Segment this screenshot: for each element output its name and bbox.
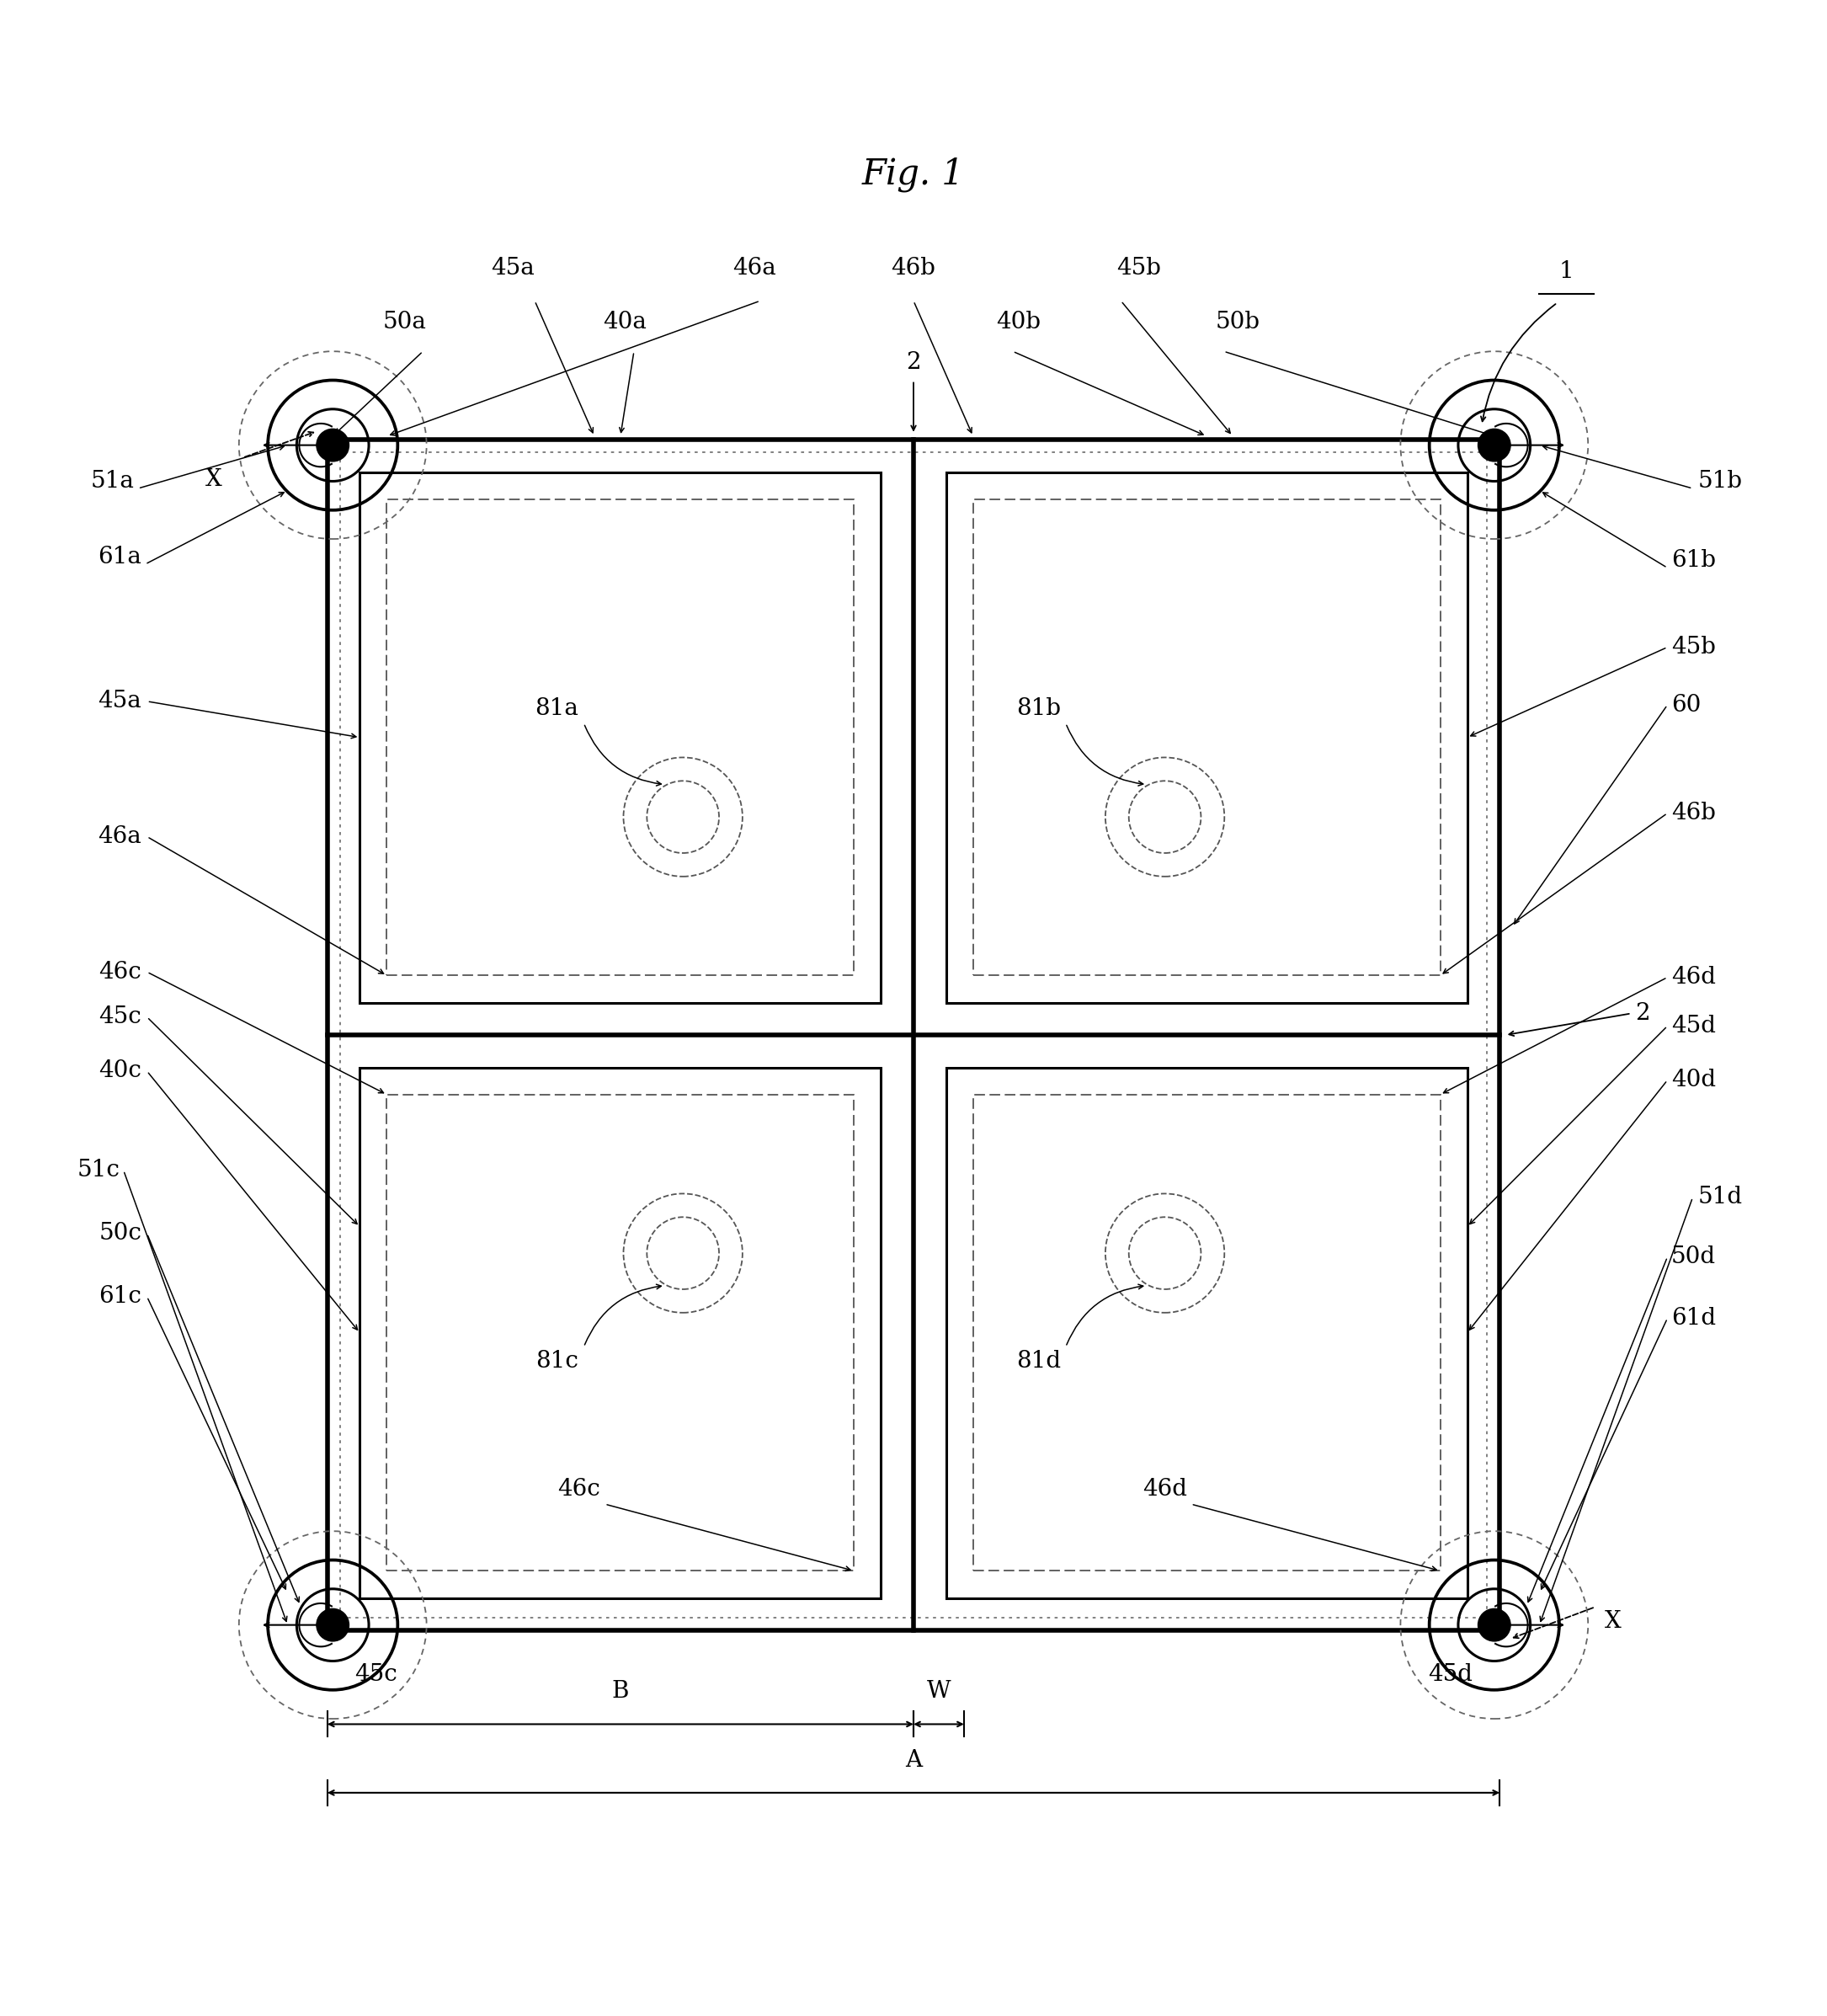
Bar [360, 472, 881, 1002]
Text: 40b: 40b [996, 310, 1040, 335]
Text: 46d: 46d [1672, 966, 1716, 988]
Bar [360, 1068, 881, 1599]
Text: 45b: 45b [1672, 635, 1716, 659]
Bar [974, 1095, 1440, 1570]
Bar [387, 1095, 853, 1570]
Text: 2: 2 [1635, 1002, 1650, 1024]
Text: 50b: 50b [1215, 310, 1261, 335]
Text: 81d: 81d [1016, 1351, 1061, 1373]
Text: 40d: 40d [1672, 1068, 1716, 1091]
Bar [327, 439, 1500, 1631]
Text: 45d: 45d [1429, 1663, 1473, 1685]
Text: 61c: 61c [99, 1286, 141, 1308]
Text: 46b: 46b [892, 256, 935, 280]
Circle shape [1478, 1609, 1511, 1641]
Text: 81a: 81a [535, 698, 579, 720]
Text: 51a: 51a [91, 470, 135, 492]
Text: 2: 2 [906, 351, 921, 373]
Text: 46c: 46c [557, 1478, 599, 1502]
Circle shape [1478, 429, 1511, 462]
Text: 46c: 46c [99, 960, 141, 984]
Text: 45a: 45a [99, 689, 141, 714]
Text: 40a: 40a [603, 310, 647, 335]
Text: 46a: 46a [733, 256, 776, 280]
Bar [387, 500, 853, 976]
Text: A: A [904, 1750, 923, 1772]
Text: 81b: 81b [1016, 698, 1061, 720]
Text: 50a: 50a [384, 310, 428, 335]
Text: X: X [1604, 1611, 1622, 1633]
Text: 60: 60 [1672, 694, 1701, 716]
Text: 61b: 61b [1672, 548, 1716, 573]
Text: Fig. 1: Fig. 1 [862, 157, 965, 192]
Text: 45c: 45c [354, 1663, 396, 1685]
Text: 1: 1 [1558, 260, 1573, 284]
Bar [946, 472, 1467, 1002]
Text: 81c: 81c [535, 1351, 577, 1373]
Text: 50d: 50d [1672, 1246, 1716, 1268]
Circle shape [316, 429, 349, 462]
Text: 51c: 51c [77, 1159, 121, 1181]
Text: 61d: 61d [1672, 1306, 1716, 1331]
Text: 51b: 51b [1697, 470, 1743, 492]
Text: 50c: 50c [99, 1222, 141, 1244]
Text: 40c: 40c [99, 1060, 141, 1083]
Text: 45a: 45a [491, 256, 535, 280]
Text: X: X [205, 468, 223, 490]
Text: 46d: 46d [1142, 1478, 1188, 1502]
Text: B: B [612, 1681, 628, 1704]
Text: 45b: 45b [1116, 256, 1162, 280]
Bar [974, 500, 1440, 976]
Bar [946, 1068, 1467, 1599]
Text: 61a: 61a [99, 546, 141, 569]
Bar [340, 452, 1487, 1617]
Text: 45d: 45d [1672, 1014, 1716, 1038]
Text: 51d: 51d [1697, 1185, 1743, 1210]
Text: 46a: 46a [99, 825, 141, 849]
Circle shape [316, 1609, 349, 1641]
Text: 46b: 46b [1672, 802, 1716, 825]
Text: W: W [926, 1681, 950, 1704]
Text: 45c: 45c [99, 1006, 141, 1028]
